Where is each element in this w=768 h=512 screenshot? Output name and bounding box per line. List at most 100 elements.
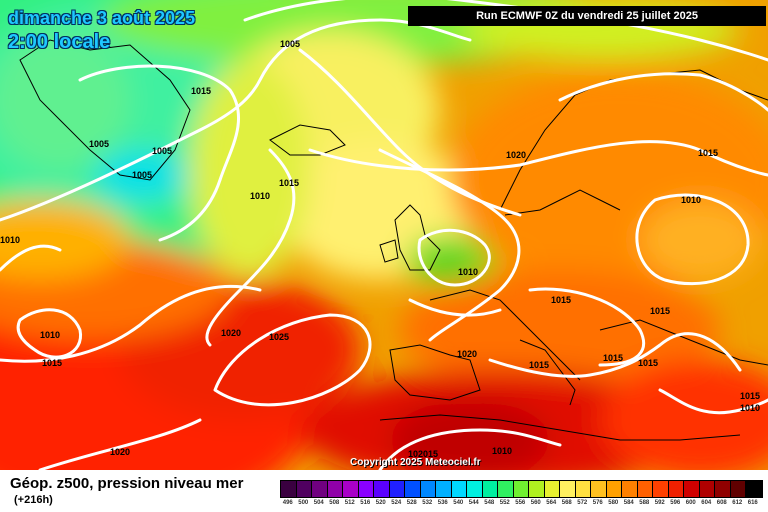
scale-label: 532 (422, 500, 433, 506)
scale-swatch (544, 481, 560, 497)
pressure-label: 1005 (132, 170, 152, 180)
scale-label: 504 (313, 500, 324, 506)
map-date: dimanche 3 août 2025 (8, 8, 196, 28)
pressure-label: 1010 (40, 330, 60, 340)
scale-label: 568 (561, 500, 572, 506)
scale-swatch (482, 481, 498, 497)
pressure-label: 102015 (408, 449, 438, 459)
scale-label: 560 (530, 500, 541, 506)
scale-swatch (358, 481, 374, 497)
scale-swatch (420, 481, 436, 497)
scale-swatch (606, 481, 622, 497)
scale-swatch (560, 481, 576, 497)
scale-swatch (312, 481, 328, 497)
scale-label: 564 (546, 500, 557, 506)
pressure-label: 1020 (110, 447, 130, 457)
scale-label: 600 (685, 500, 696, 506)
scale-swatch (343, 481, 359, 497)
scale-label: 536 (437, 500, 448, 506)
scale-swatch (281, 481, 297, 497)
scale-label: 520 (375, 500, 386, 506)
scale-label: 604 (701, 500, 712, 506)
pressure-label: 1015 (603, 353, 623, 363)
pressure-label: 1015 (529, 360, 549, 370)
scale-label: 512 (344, 500, 355, 506)
scale-swatch (451, 481, 467, 497)
scale-label: 524 (391, 500, 402, 506)
scale-swatch (436, 481, 452, 497)
scale-label: 544 (468, 500, 479, 506)
pressure-label: 1010 (740, 403, 760, 413)
scale-swatch (622, 481, 638, 497)
scale-label: 572 (577, 500, 588, 506)
scale-label: 612 (732, 500, 743, 506)
scale-swatch (699, 481, 715, 497)
scale-swatch (529, 481, 545, 497)
pressure-label: 1015 (638, 358, 658, 368)
scale-swatch (715, 481, 731, 497)
pressure-label: 1010 (250, 191, 270, 201)
scale-label: 548 (484, 500, 495, 506)
pressure-label: 1020 (506, 150, 526, 160)
pressure-label: 1005 (89, 139, 109, 149)
scale-swatch (730, 481, 746, 497)
scale-label: 580 (608, 500, 619, 506)
pressure-label: 1015 (698, 148, 718, 158)
scale-label: 556 (515, 500, 526, 506)
scale-swatch (591, 481, 607, 497)
color-scale (280, 480, 763, 498)
scale-swatch (389, 481, 405, 497)
scale-label: 552 (499, 500, 510, 506)
pressure-label: 1015 (551, 295, 571, 305)
weather-map: 1005 1015 1005 1005 1005 1015 1010 1020 … (0, 0, 768, 470)
pressure-label: 1010 (0, 235, 20, 245)
legend-subtitle: (+216h) (14, 494, 53, 506)
scale-label: 616 (747, 500, 758, 506)
legend-title: Géop. z500, pression niveau mer (10, 475, 244, 492)
pressure-label: 1015 (191, 86, 211, 96)
scale-label: 576 (592, 500, 603, 506)
pressure-label: 1010 (681, 195, 701, 205)
pressure-label: 1020 (221, 328, 241, 338)
scale-label: 588 (639, 500, 650, 506)
pressure-label: 1010 (458, 267, 478, 277)
pressure-label: 1020 (457, 349, 477, 359)
coastlines (19, 39, 768, 441)
geopotential-field: 1005 1015 1005 1005 1005 1015 1010 1020 … (0, 0, 768, 470)
scale-swatch (653, 481, 669, 497)
scale-swatch (513, 481, 529, 497)
pressure-label: 1010 (492, 446, 512, 456)
scale-swatch (746, 481, 762, 497)
pressure-label: 1015 (740, 391, 760, 401)
scale-label: 608 (716, 500, 727, 506)
pressure-label: 1005 (280, 39, 300, 49)
copyright: Copyright 2025 Meteociel.fr (350, 457, 481, 468)
scale-swatch (374, 481, 390, 497)
pressure-label: 1025 (269, 332, 289, 342)
scale-label: 528 (406, 500, 417, 506)
scale-label: 516 (360, 500, 371, 506)
scale-swatch (405, 481, 421, 497)
pressure-label: 1015 (650, 306, 670, 316)
scale-swatch (637, 481, 653, 497)
scale-swatch (668, 481, 684, 497)
scale-swatch (498, 481, 514, 497)
pressure-labels: 1005 1015 1005 1005 1005 1015 1010 1020 … (0, 39, 760, 459)
scale-label: 540 (453, 500, 464, 506)
scale-swatch (327, 481, 343, 497)
scale-swatch (296, 481, 312, 497)
scale-label: 508 (329, 500, 340, 506)
pressure-label: 1005 (152, 146, 172, 156)
scale-swatch (575, 481, 591, 497)
scale-swatch (684, 481, 700, 497)
color-scale-labels: 496 500 504 508 512 516 520 524 528 532 536 540 544 5… (280, 500, 761, 506)
scale-label: 596 (670, 500, 681, 506)
scale-label: 592 (654, 500, 665, 506)
run-info: Run ECMWF 0Z du vendredi 25 juillet 2025 (408, 6, 766, 26)
scale-label: 496 (282, 500, 293, 506)
scale-label: 500 (298, 500, 309, 506)
map-time: 2:00 locale (8, 31, 111, 53)
pressure-label: 1015 (279, 178, 299, 188)
scale-label: 584 (623, 500, 634, 506)
